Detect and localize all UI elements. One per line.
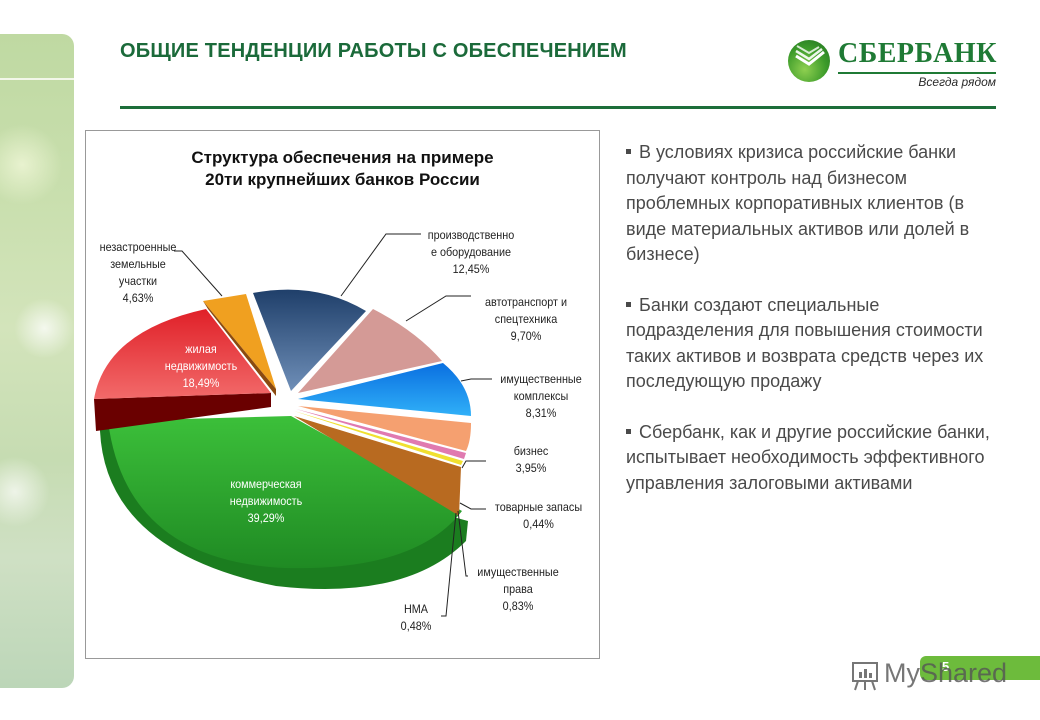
page-number-badge: 5 bbox=[920, 656, 1040, 680]
label-property-rights: имущественные права 0,83% bbox=[469, 564, 568, 615]
slide-title: ОБЩИЕ ТЕНДЕНЦИИ РАБОТЫ С ОБЕСПЕЧЕНИЕМ bbox=[120, 40, 627, 62]
label-text: товарные запасы bbox=[494, 500, 583, 514]
label-land: незастроенные земельные участки 4,63% bbox=[88, 239, 189, 307]
bullet-list: В условиях кризиса российские банки полу… bbox=[626, 140, 1006, 521]
label-value: 4,63% bbox=[122, 291, 154, 305]
label-text: имущественные bbox=[477, 565, 559, 579]
label-text: комплексы bbox=[513, 389, 569, 403]
sberbank-logo-icon bbox=[788, 40, 830, 82]
label-text: производственно bbox=[427, 228, 515, 242]
page-number: 5 bbox=[942, 659, 950, 674]
bullet-text: Банки создают специальные подразделения … bbox=[626, 294, 984, 392]
label-value: 8,31% bbox=[525, 406, 557, 420]
photo-divider bbox=[0, 78, 74, 80]
label-text: спецтехника bbox=[494, 312, 558, 326]
label-text: автотранспорт и bbox=[484, 295, 568, 309]
label-text: коммерческая bbox=[230, 477, 302, 491]
label-inventory: товарные запасы 0,44% bbox=[487, 499, 591, 533]
label-text: недвижимость bbox=[229, 494, 303, 508]
label-value: 12,45% bbox=[452, 262, 490, 276]
bullet-square-icon bbox=[626, 301, 631, 307]
label-text: незастроенные bbox=[99, 240, 177, 254]
label-residential: жилая недвижимость 18,49% bbox=[152, 341, 251, 392]
label-text: права bbox=[503, 582, 533, 596]
label-text: бизнес bbox=[513, 444, 549, 458]
label-value: 0,48% bbox=[400, 619, 432, 633]
label-text: недвижимость bbox=[164, 359, 238, 373]
bullet-item: В условиях кризиса российские банки полу… bbox=[626, 140, 1006, 268]
label-text: земельные bbox=[110, 257, 166, 271]
logo-name: СБЕРБАНК bbox=[838, 38, 997, 69]
presentation-board-icon bbox=[852, 662, 878, 691]
chart-title: Структура обеспечения на примере 20ти кр… bbox=[86, 147, 599, 191]
label-commercial: коммерческая недвижимость 39,29% bbox=[212, 476, 320, 527]
label-value: 0,44% bbox=[523, 517, 554, 531]
label-value: 0,83% bbox=[502, 599, 534, 613]
label-value: 18,49% bbox=[182, 376, 220, 390]
label-complexes: имущественные комплексы 8,31% bbox=[492, 371, 591, 422]
label-text: имущественные bbox=[500, 372, 582, 386]
bullet-item: Банки создают специальные подразделения … bbox=[626, 293, 1006, 395]
bullet-text: В условиях кризиса российские банки полу… bbox=[626, 142, 970, 264]
logo-slogan: Всегда рядом bbox=[918, 75, 996, 89]
label-vehicles: автотранспорт и спецтехника 9,70% bbox=[477, 294, 576, 345]
chart-title-line1: Структура обеспечения на примере bbox=[191, 148, 494, 167]
label-text: НМА bbox=[403, 602, 428, 616]
watermark: MyShared bbox=[846, 656, 1016, 696]
bullet-text: Сбербанк, как и другие российские банки,… bbox=[626, 421, 990, 493]
label-business: бизнес 3,95% bbox=[491, 443, 572, 477]
decorative-leaf-photo bbox=[0, 34, 74, 688]
label-text: е оборудование bbox=[430, 245, 512, 259]
label-text: участки bbox=[118, 274, 158, 288]
pie-graphic bbox=[94, 233, 492, 617]
bullet-square-icon bbox=[626, 428, 631, 434]
label-text: жилая bbox=[185, 342, 217, 356]
bullet-square-icon bbox=[626, 149, 631, 154]
label-intangibles: НМА 0,48% bbox=[394, 601, 439, 635]
label-value: 9,70% bbox=[510, 329, 542, 343]
sberbank-logo: СБЕРБАНК Всегда рядом bbox=[788, 38, 1000, 90]
pie-chart: Структура обеспечения на примере 20ти кр… bbox=[85, 130, 600, 659]
chart-title-line2: 20ти крупнейших банков России bbox=[205, 170, 480, 189]
bullet-item: Сбербанк, как и другие российские банки,… bbox=[626, 420, 1006, 497]
label-value: 3,95% bbox=[515, 461, 547, 475]
watermark-text: MyShared bbox=[884, 658, 1008, 688]
label-equipment: производственно е оборудование 12,45% bbox=[422, 227, 521, 278]
title-divider bbox=[120, 106, 996, 109]
logo-underline bbox=[838, 72, 996, 74]
label-value: 39,29% bbox=[247, 511, 285, 525]
